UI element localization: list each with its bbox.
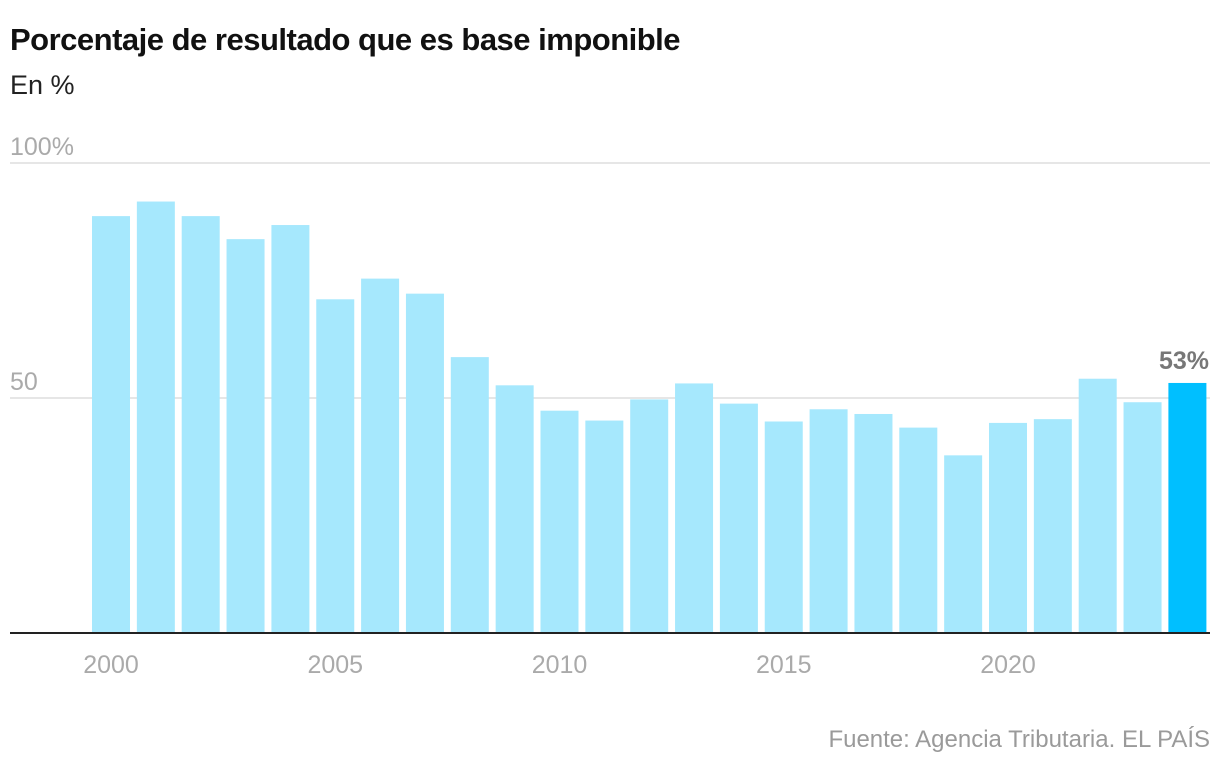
- bar: [1123, 402, 1162, 633]
- x-tick-label: 2000: [83, 651, 139, 679]
- source-note: Fuente: Agencia Tributaria. EL PAÍS: [828, 726, 1210, 754]
- y-tick-label: 100%: [10, 133, 74, 161]
- bar: [361, 278, 400, 633]
- bar: [809, 409, 848, 633]
- x-tick-label: 2005: [307, 651, 363, 679]
- x-tick-label: 2020: [980, 651, 1036, 679]
- bar: [1033, 419, 1072, 633]
- bar: [1078, 378, 1117, 633]
- chart-title: Porcentaje de resultado que es base impo…: [10, 22, 681, 57]
- bar: [854, 413, 893, 633]
- bar: [495, 385, 534, 633]
- x-tick-label: 2015: [756, 651, 812, 679]
- bar-chart: 100% 50 2000 2005 2010 2015 2020 53%: [10, 133, 1210, 679]
- bar: [630, 399, 669, 633]
- bar: [316, 299, 355, 633]
- source-separator: .: [1108, 726, 1122, 753]
- bar: [989, 422, 1027, 633]
- bar: [405, 293, 444, 633]
- bar: [271, 225, 310, 634]
- bar: [540, 410, 579, 633]
- bar: [450, 357, 489, 633]
- x-tick-label: 2010: [532, 651, 588, 679]
- bar: [226, 239, 265, 633]
- y-tick-label: 50: [10, 368, 38, 396]
- bars: [92, 201, 1207, 634]
- bar: [719, 403, 758, 633]
- bar: [181, 216, 220, 634]
- bar: [675, 383, 714, 633]
- bar: [944, 455, 983, 633]
- bar: [136, 201, 175, 634]
- bar: [92, 216, 130, 634]
- chart-subtitle: En %: [10, 70, 75, 100]
- labels: 100% 50 2000 2005 2010 2015 2020 53%: [10, 133, 1209, 679]
- bar: [585, 420, 624, 633]
- bar-highlight: [1168, 382, 1207, 633]
- source-text: Fuente: Agencia Tributaria: [828, 726, 1109, 753]
- source-brand: EL PAÍS: [1121, 726, 1210, 753]
- highlight-value-label: 53%: [1159, 347, 1209, 375]
- bar: [899, 427, 938, 633]
- bar: [764, 421, 803, 633]
